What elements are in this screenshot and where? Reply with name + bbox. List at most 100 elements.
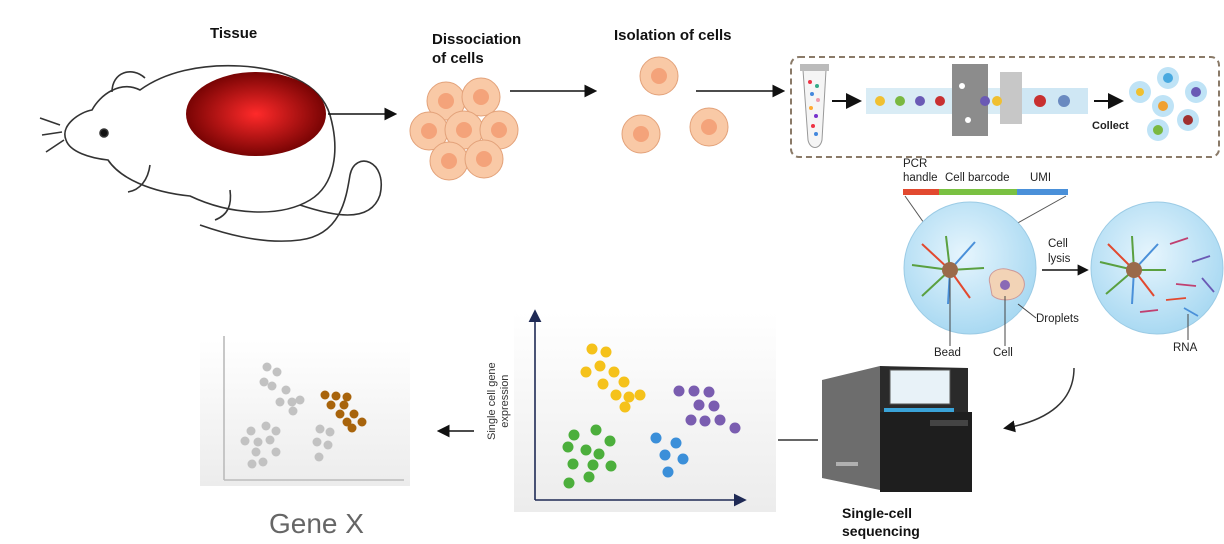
cluster-dot [619,401,631,413]
cluster-dot [586,343,598,355]
cluster-dot [580,366,592,378]
cell [464,139,504,179]
cell [689,107,729,147]
cluster-dot [594,360,606,372]
cluster-dot [580,444,592,456]
droplet-cell [988,268,1025,301]
cell [461,77,501,117]
cluster-dot [685,414,697,426]
label-collect: Collect [1092,120,1129,132]
cluster-dot [267,381,277,391]
droplet-lysed [1090,201,1224,340]
expression-plot [514,309,776,512]
dissociated-cells [409,77,519,181]
mouse-front-leg [127,164,151,193]
cluster-dot [265,435,275,445]
cluster-dot [659,449,671,461]
cluster-dot [342,417,352,427]
cell [479,110,519,150]
cluster-dot [251,447,261,457]
pcr-handle-segment [903,189,939,195]
label-pcr-handle-line2: handle [903,172,938,184]
mouse-tail [199,160,383,242]
cluster-dot [262,362,272,372]
gene-plot [200,336,410,486]
cluster-dot [563,477,575,489]
cluster-dot [583,471,595,483]
cluster-dot [357,417,367,427]
rna-fragments [1139,237,1215,317]
label-dissociation-line2: of cells [432,50,484,67]
cluster-dot [600,346,612,358]
cluster-dot [650,432,662,444]
label-isolation: Isolation of cells [614,27,732,44]
cluster-dot [610,389,622,401]
label-pcr-handle: PCR handle [903,157,938,185]
mouse-hind-leg [214,189,232,221]
label-dissociation: Dissociation of cells [432,30,521,68]
cluster-dot [325,427,335,437]
isolated-cells [621,56,729,154]
cluster-dot [315,424,325,434]
cluster-dot [670,437,682,449]
cluster-dot [281,385,291,395]
cluster-dot [568,429,580,441]
cluster-dot [271,426,281,436]
bead [911,235,985,305]
cluster-dot [590,424,602,436]
cluster-dot [247,459,257,469]
label-rna: RNA [1173,342,1198,354]
cluster-dot [261,421,271,431]
cluster-dot [295,395,305,405]
cluster-dot [673,385,685,397]
cluster-dot [271,447,281,457]
cluster-dot [312,437,322,447]
cluster-dot [240,436,250,446]
umi-segment [1017,189,1068,195]
label-pcr-handle-line1: PCR [903,158,928,170]
cluster-dot [699,415,711,427]
cluster-dot [729,422,741,434]
label-cell: Cell [993,347,1013,359]
cell [621,114,661,154]
cell [444,110,484,150]
expression-y-axis-label-line2: expression [499,374,511,428]
cluster-dot [314,452,324,462]
cluster-dot [703,386,715,398]
cluster-dot [342,392,352,402]
cluster-dot [662,466,674,478]
cell [426,81,466,121]
cluster-dot [323,440,333,450]
droplet-with-bead [903,201,1037,346]
cluster-dot [275,397,285,407]
cluster-points [562,343,741,489]
label-cell-lysis-line1: Cell [1048,238,1068,250]
cluster-dot [335,409,345,419]
microfluidics-panel [790,56,1220,158]
cluster-dot [347,423,357,433]
cluster-dot [688,385,700,397]
label-tissue: Tissue [210,25,258,42]
collected-droplets [1129,67,1207,141]
expression-y-axis-label: Single cell gene expression [486,362,512,440]
cluster-dot [320,390,330,400]
cluster-dot [331,391,341,401]
mouse-eye [99,128,109,138]
cluster-dot [693,399,705,411]
label-sequencing-line1: Single-cell [842,505,913,521]
cluster-dot [259,377,269,387]
cluster-dot [605,460,617,472]
label-sequencing: Single-cell sequencing [842,504,920,540]
mouse-ear [111,71,146,93]
label-cell-lysis: Cell lysis [1048,237,1070,267]
cluster-dot [246,426,256,436]
label-droplets: Droplets [1036,313,1079,325]
label-cell-barcode: Cell barcode [945,172,1010,184]
cluster-dot [597,378,609,390]
label-cell-lysis-line2: lysis [1048,253,1071,265]
cluster-dot [326,400,336,410]
mouse-body [64,64,336,213]
cell-barcode-segment [939,189,1017,195]
cluster-dot [272,367,282,377]
